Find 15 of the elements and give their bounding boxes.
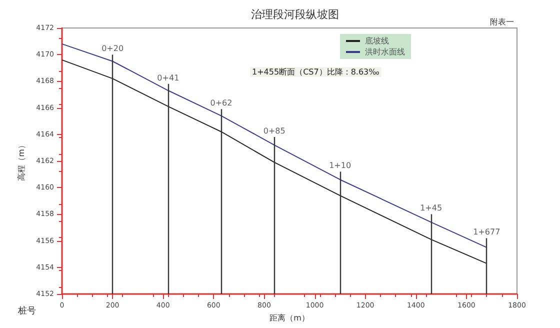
legend-label: 洪时水面线 <box>365 48 405 56</box>
legend-label: 底坡线 <box>365 36 389 46</box>
annotation: 1+455断面（CS7）比降：8.63‰ <box>252 68 380 76</box>
chart-title: 治理段河段纵坡图 <box>251 8 339 21</box>
annotation: 0+62 <box>210 98 232 108</box>
y-axis-title: 高程（m） <box>16 141 26 181</box>
annotation: 1+45 <box>420 204 442 213</box>
text: 桩号 <box>17 306 36 316</box>
chart-subtitle: 附表一 <box>490 18 514 26</box>
annotation: 1+677 <box>473 228 500 237</box>
x-axis-title: 距离（m） <box>270 313 310 322</box>
annotation: 0+41 <box>157 73 180 82</box>
annotation: 0+20 <box>102 44 124 54</box>
annotation: 0+85 <box>263 126 286 136</box>
annotation: 1+10 <box>329 161 352 170</box>
